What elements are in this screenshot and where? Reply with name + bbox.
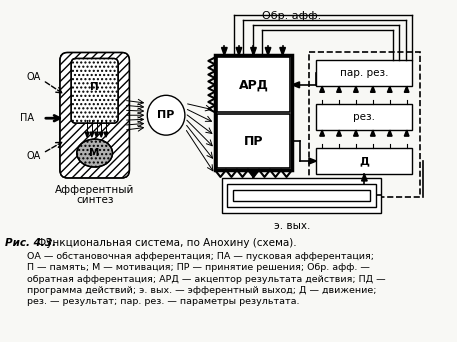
Polygon shape	[90, 132, 94, 137]
Text: Рис. 4.3.: Рис. 4.3.	[5, 238, 57, 248]
Text: ПР: ПР	[244, 135, 263, 148]
Polygon shape	[251, 48, 256, 55]
Text: рез. — результат; пар. рез. — параметры результата.: рез. — результат; пар. рез. — параметры …	[27, 298, 299, 306]
Text: П: П	[90, 82, 99, 92]
Bar	[309, 52, 420, 197]
Polygon shape	[354, 86, 358, 92]
Text: ПР: ПР	[157, 110, 175, 120]
Polygon shape	[337, 86, 341, 92]
FancyBboxPatch shape	[60, 52, 129, 178]
Polygon shape	[404, 86, 409, 92]
Polygon shape	[320, 86, 324, 92]
Bar	[316, 104, 412, 130]
Bar	[316, 61, 412, 86]
Polygon shape	[388, 86, 392, 92]
Polygon shape	[222, 48, 227, 55]
Polygon shape	[104, 132, 108, 137]
Text: э. вых.: э. вых.	[274, 221, 310, 231]
Polygon shape	[99, 132, 103, 137]
Text: ОА — обстановочная афферентация; ПА — пусковая афферентация;: ОА — обстановочная афферентация; ПА — пу…	[27, 252, 374, 261]
Polygon shape	[251, 171, 256, 178]
Text: пар. рез.: пар. рез.	[340, 68, 388, 78]
Text: АРД: АРД	[239, 78, 268, 91]
Text: М: М	[90, 148, 100, 158]
Polygon shape	[85, 132, 89, 137]
Polygon shape	[236, 48, 242, 55]
Text: Афферентный: Афферентный	[55, 185, 134, 195]
Text: Функциональная система, по Анохину (схема).: Функциональная система, по Анохину (схем…	[33, 238, 296, 248]
Text: П — память; М — мотивация; ПР — принятие решения; Обр. афф. —: П — память; М — мотивация; ПР — принятие…	[27, 263, 370, 272]
Text: ОА: ОА	[27, 73, 41, 82]
Polygon shape	[404, 130, 409, 136]
Polygon shape	[292, 82, 299, 88]
Polygon shape	[371, 86, 375, 92]
Text: обратная афферентация; АРД — акцептор результата действия; ПД —: обратная афферентация; АРД — акцептор ре…	[27, 275, 386, 284]
Ellipse shape	[77, 139, 112, 167]
Text: ПА: ПА	[20, 113, 33, 123]
Polygon shape	[388, 130, 392, 136]
Polygon shape	[95, 132, 98, 137]
Polygon shape	[309, 158, 316, 164]
Polygon shape	[361, 174, 367, 181]
Polygon shape	[337, 130, 341, 136]
Polygon shape	[354, 130, 358, 136]
Text: Обр. афф.: Обр. афф.	[262, 11, 322, 21]
Text: программа действий; э. вых. — эфферентный выход; Д — движение;: программа действий; э. вых. — эфферентны…	[27, 286, 377, 295]
Bar	[233, 190, 370, 201]
Text: синтез: синтез	[76, 195, 113, 205]
Polygon shape	[371, 130, 375, 136]
Bar	[215, 55, 292, 170]
Bar	[316, 148, 412, 174]
Bar	[217, 57, 290, 112]
Text: Д: Д	[360, 156, 369, 166]
Polygon shape	[265, 48, 271, 55]
FancyBboxPatch shape	[71, 58, 118, 123]
Text: рез.: рез.	[353, 112, 375, 122]
Polygon shape	[320, 130, 324, 136]
Text: ОА: ОА	[27, 151, 41, 161]
Polygon shape	[280, 48, 286, 55]
Bar	[222, 178, 381, 213]
Bar	[217, 114, 290, 168]
Bar	[227, 184, 376, 207]
Circle shape	[147, 95, 185, 135]
